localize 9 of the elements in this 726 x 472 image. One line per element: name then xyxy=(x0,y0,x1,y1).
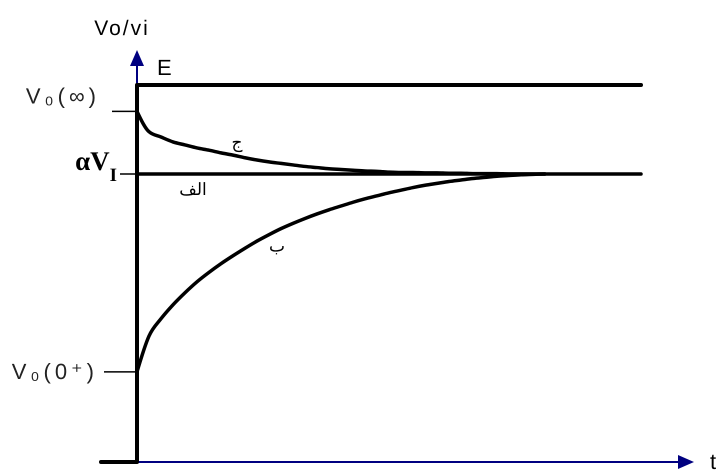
series-label: E xyxy=(157,55,172,80)
annotation: V₀(0⁺) xyxy=(12,358,98,384)
series-label: ب xyxy=(268,236,286,257)
x-axis-title: t xyxy=(710,449,716,472)
series-label: الف xyxy=(179,180,207,200)
y-axis-title: Vo/vi xyxy=(94,17,150,40)
series-label: ج xyxy=(232,133,243,154)
annotation: αV$_{I}$ xyxy=(75,146,117,186)
annotation: V₀(∞) xyxy=(26,83,100,108)
